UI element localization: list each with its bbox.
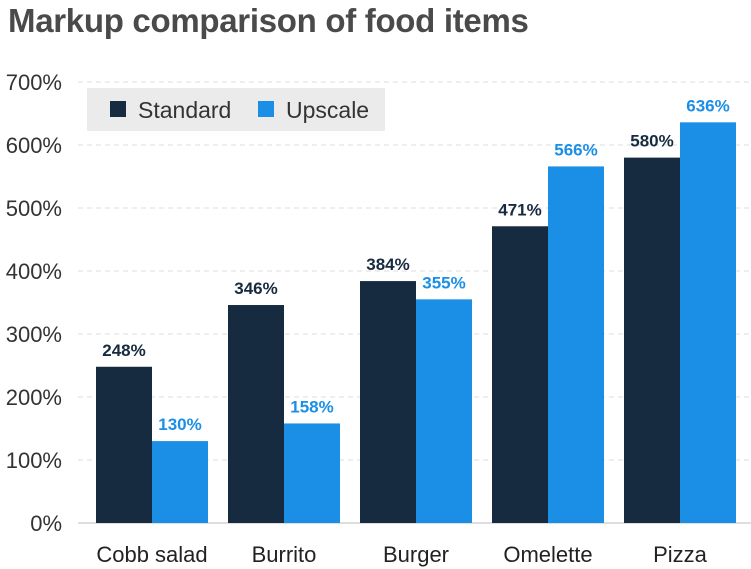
bar-standard-burrito [228, 305, 284, 523]
bar-upscale-cobb-salad [152, 441, 208, 523]
category-label: Burrito [252, 542, 317, 567]
legend-label-standard: Standard [138, 97, 231, 123]
data-labels: 248% 130% 346% 158% 384% 355% 471% 566% 580% 636% [102, 96, 729, 434]
legend-swatch-upscale [258, 101, 274, 117]
legend: Standard Upscale [87, 88, 385, 131]
bar-standard-omelette [492, 226, 548, 523]
data-label: 248% [102, 341, 145, 360]
category-label: Cobb salad [96, 542, 207, 567]
legend-label-upscale: Upscale [286, 97, 369, 123]
bar-standard-cobb-salad [96, 366, 152, 523]
bars [96, 122, 736, 524]
y-tick-label: 500% [6, 196, 62, 221]
data-label: 580% [630, 132, 673, 151]
data-label: 346% [234, 279, 277, 298]
data-label: 158% [290, 397, 333, 416]
x-axis: Cobb salad Burrito Burger Omelette Pizza [96, 542, 707, 567]
bar-upscale-burrito [284, 423, 340, 523]
legend-box [87, 88, 385, 131]
y-tick-label: 600% [6, 133, 62, 158]
y-tick-label: 200% [6, 385, 62, 410]
y-tick-label: 300% [6, 322, 62, 347]
y-tick-label: 700% [6, 70, 62, 95]
legend-swatch-standard [110, 101, 126, 117]
category-label: Pizza [653, 542, 708, 567]
bar-standard-burger [360, 281, 416, 523]
y-tick-label: 100% [6, 448, 62, 473]
bar-standard-pizza [624, 157, 680, 523]
data-label: 566% [554, 140, 597, 159]
bar-upscale-omelette [548, 166, 604, 524]
data-label: 636% [686, 96, 729, 115]
category-label: Burger [383, 542, 449, 567]
chart-title: Markup comparison of food items [8, 2, 529, 39]
data-label: 384% [366, 255, 409, 274]
data-label: 355% [422, 273, 465, 292]
data-label: 130% [158, 415, 201, 434]
bar-upscale-pizza [680, 122, 736, 523]
y-tick-label: 0% [30, 511, 62, 536]
category-label: Omelette [503, 542, 592, 567]
y-axis: 0% 100% 200% 300% 400% 500% 600% 700% [6, 70, 751, 536]
bar-upscale-burger [416, 299, 472, 523]
data-label: 471% [498, 200, 541, 219]
y-tick-label: 400% [6, 259, 62, 284]
